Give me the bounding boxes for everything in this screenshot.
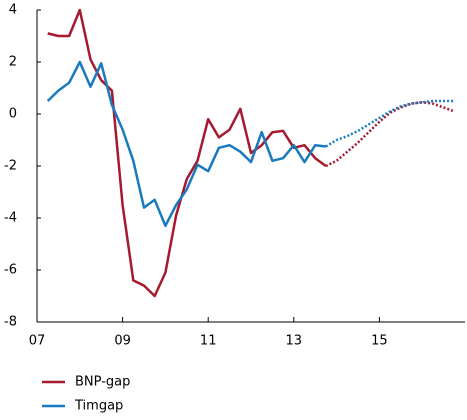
series-line [46,60,327,228]
legend-label: Timgap [74,399,123,414]
y-tick-label: -6 [4,263,17,278]
x-tick-label: 15 [371,334,388,349]
forecast-line [325,99,455,148]
x-tick-label: 13 [286,334,303,349]
forecast-line [325,101,455,168]
x-tick-label: 09 [114,334,131,349]
x-tick-label: 11 [200,334,217,349]
legend-label: BNP-gap [75,375,130,390]
y-tick-label: -4 [4,211,17,226]
x-tick-label: 07 [29,334,46,349]
series-line [47,8,327,298]
y-tick-label: -2 [4,159,17,174]
y-tick-label: 2 [9,55,17,70]
y-tick-label: 0 [9,107,17,122]
y-tick-label: 4 [9,3,17,18]
y-tick-label: -8 [4,315,17,330]
